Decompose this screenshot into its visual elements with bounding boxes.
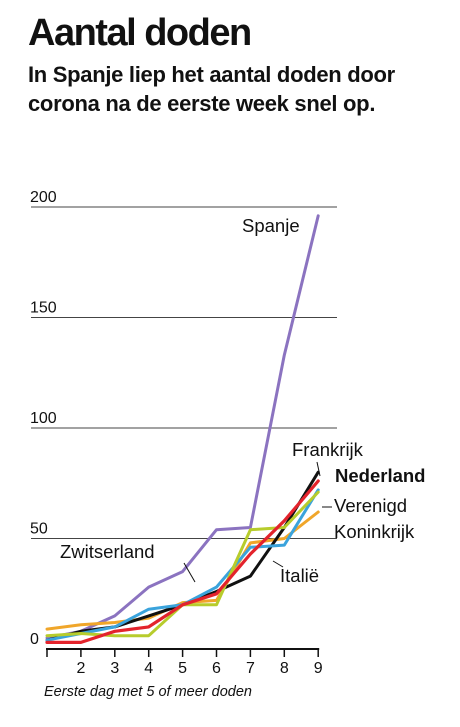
series-label-spanje: Spanje [242, 215, 300, 236]
x-axis-title: Eerste dag met 5 of meer doden [44, 684, 252, 700]
chart-title: Aantal doden [28, 12, 252, 54]
x-tick-label: 6 [212, 660, 221, 677]
x-tick-label: 2 [76, 660, 85, 677]
x-tick-label: 5 [178, 660, 187, 677]
y-tick-label: 100 [30, 410, 57, 427]
x-tick-label: 7 [246, 660, 255, 677]
series-label-verenigd: Verenigd [334, 495, 407, 516]
y-tick-label: 0 [30, 631, 39, 648]
series-line-spanje [45, 214, 320, 640]
series-label-nederland: Nederland [335, 465, 425, 486]
series-line-nederland [45, 479, 320, 645]
series-label-frankrijk: Frankrijk [292, 439, 364, 460]
chart-subtitle: In Spanje liep het aantal doden door cor… [28, 62, 395, 116]
x-tick-label: 4 [144, 660, 153, 677]
series-label-koninkrijk: Koninkrijk [334, 521, 415, 542]
x-tick-label: 9 [314, 660, 323, 677]
y-tick-label: 150 [30, 300, 57, 317]
leader-line-italie [272, 560, 284, 568]
y-tick-label: 50 [30, 521, 48, 538]
y-tick-label: 200 [30, 189, 57, 206]
x-tick-label: 8 [280, 660, 289, 677]
series-label-zwitserland: Zwitserland [60, 541, 155, 562]
leader-line-frankrijk [316, 461, 321, 477]
series-line-frankrijk [45, 488, 320, 642]
series-line-zwitserland [45, 510, 320, 631]
leader-line-zwitserland [183, 562, 196, 583]
series-label-italië: Italië [280, 565, 319, 586]
x-tick-label: 3 [110, 660, 119, 677]
